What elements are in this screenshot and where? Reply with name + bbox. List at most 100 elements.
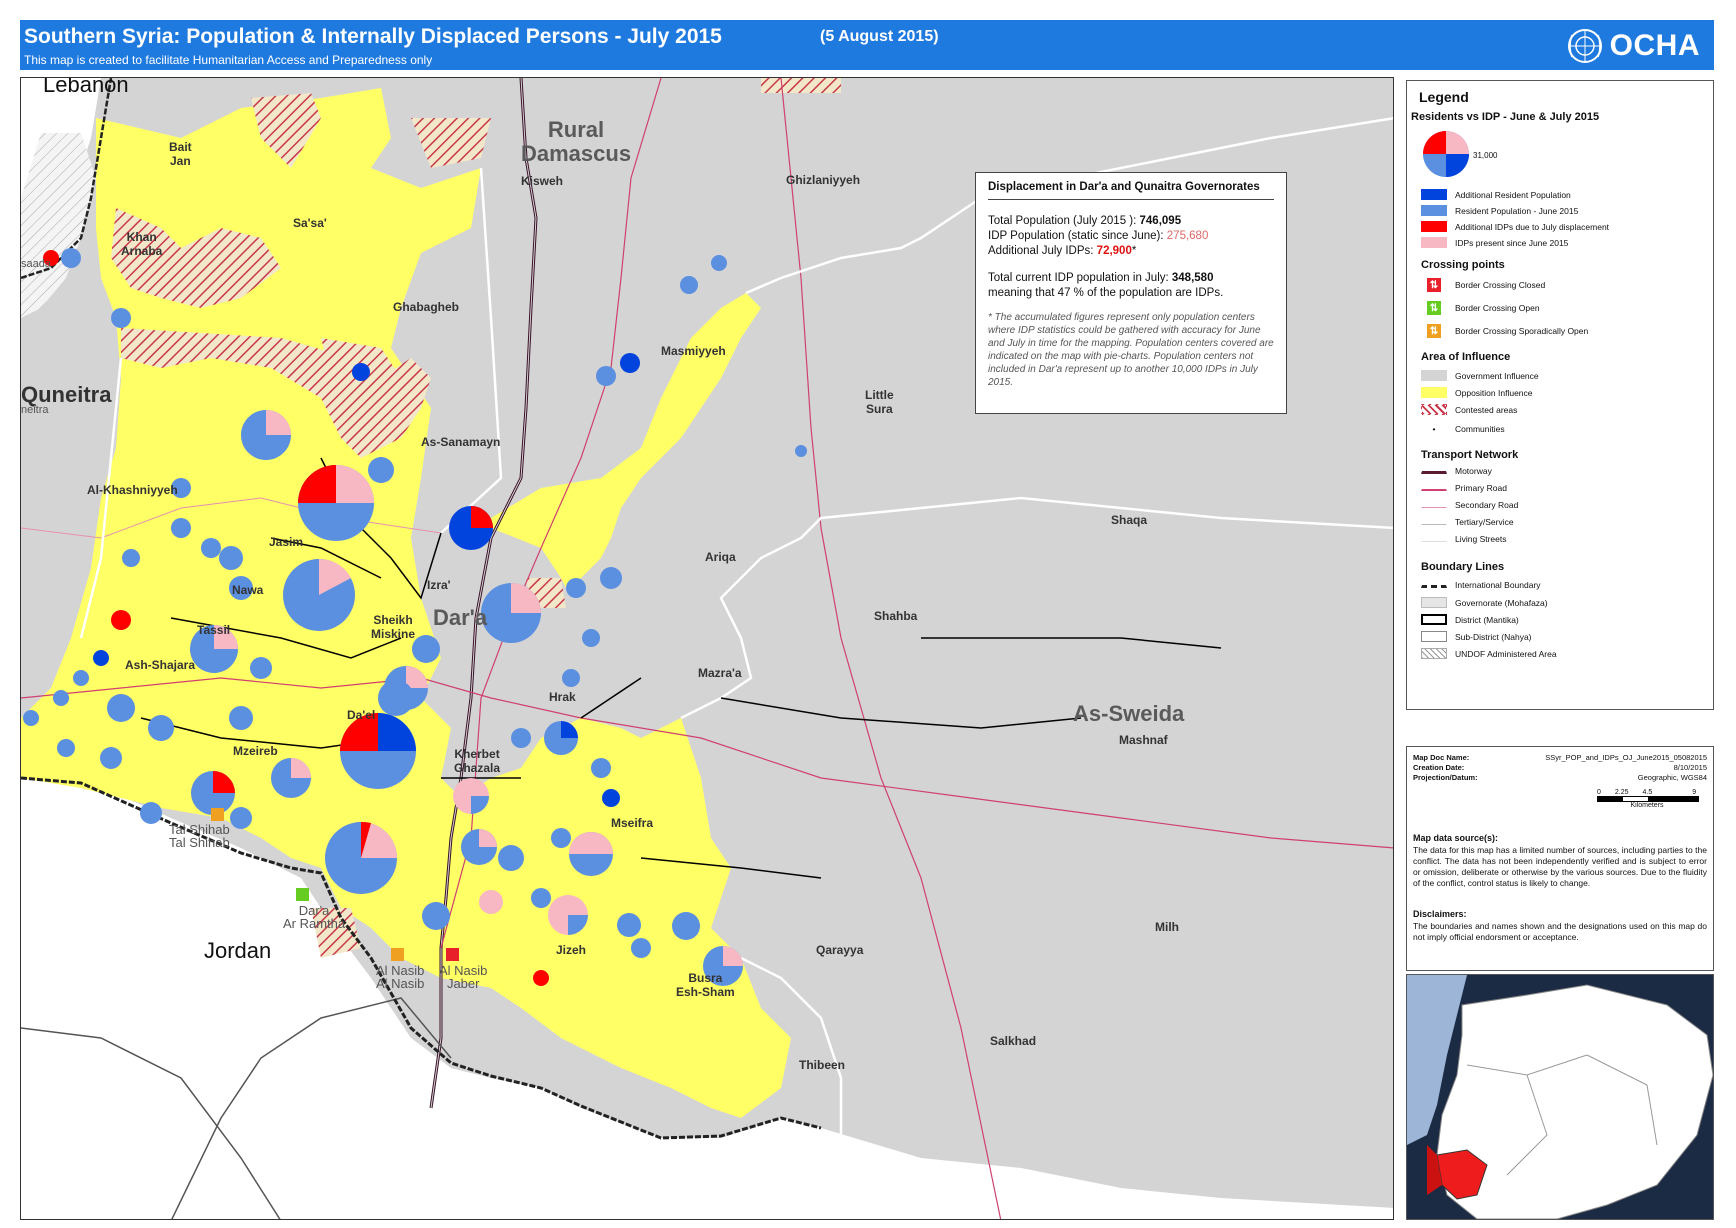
pie-small-21 <box>23 710 39 726</box>
edge-label-neitra: neitra <box>21 404 49 416</box>
district-label: Sa'sa' <box>293 216 327 230</box>
primary-road-1 <box>440 78 662 949</box>
map-metadata: Map Doc Name: SSyr_POP_and_IDPs_OJ_June20… <box>1413 753 1707 783</box>
title-bar: Southern Syria: Population & Internally … <box>20 20 1714 70</box>
crossing-closed-icon: ⇅ <box>1427 278 1441 292</box>
international-boundary-lebanon <box>21 78 113 280</box>
legend-pie-item: Additional Resident Population <box>1421 189 1571 200</box>
district-label: Izra' <box>427 578 451 592</box>
gov-boundary-4 <box>745 117 1393 295</box>
legend-crossing-closed: ⇅ Border Crossing Closed <box>1421 278 1545 292</box>
legend-transport-title: Transport Network <box>1421 449 1519 461</box>
crossing-label-al-nasib: Al Nasib Al Nasib <box>376 963 425 991</box>
legend-pie-item: IDPs present since June 2015 <box>1421 237 1568 248</box>
district-label: Salkhad <box>990 1034 1037 1048</box>
pie-small-23 <box>140 802 162 824</box>
district-label: Ghabagheb <box>393 300 460 314</box>
legend-area-gov: Government Influence <box>1421 370 1539 381</box>
idp-population-row: IDP Population (static since June): 275,… <box>988 229 1274 244</box>
pie-masmiyyeh <box>620 353 640 373</box>
crossing-nasib-jaber-icon <box>446 948 459 961</box>
pie-small-4 <box>672 912 700 940</box>
pie-um-almayathen <box>378 680 414 716</box>
gov-label-quneitra: Quneitra <box>21 382 112 407</box>
pie-small-1 <box>711 255 727 271</box>
gov-boundary-5 <box>79 357 123 639</box>
district-boundaries <box>140 457 1222 879</box>
inset-svg <box>1407 975 1713 1219</box>
district-label: Thibeen <box>799 1058 846 1072</box>
disclaimer-title: Disclaimers: <box>1413 909 1467 919</box>
un-emblem-icon <box>1567 29 1602 63</box>
map-base <box>21 78 1393 1219</box>
pie-small-41 <box>551 828 571 848</box>
pie-small-35 <box>591 758 611 778</box>
pie-jizeh-res <box>568 915 588 935</box>
pie-mahajja-idp <box>471 506 493 528</box>
district-label: Nawa <box>232 583 264 597</box>
district-label: Al-Khashniyyeh <box>87 483 178 497</box>
district-label: Khan Arnaba <box>121 230 163 258</box>
pie-shaqra <box>596 366 616 386</box>
legend-pie-item: Resident Population - June 2015 <box>1421 205 1578 216</box>
legend-panel: Legend Residents vs IDP - June & July 20… <box>1406 80 1714 710</box>
crossing-open-icon: ⇅ <box>1427 301 1441 315</box>
idp-population-value: 275,680 <box>1166 230 1209 242</box>
meta-row: Map Doc Name: SSyr_POP_and_IDPs_OJ_June20… <box>1413 753 1707 762</box>
map-title: Southern Syria: Population & Internally … <box>24 25 722 48</box>
map-info-panel: Map Doc Name: SSyr_POP_and_IDPs_OJ_June20… <box>1406 746 1714 971</box>
pie-small-28 <box>219 546 243 570</box>
crossing-sporadic-icon: ⇅ <box>1427 324 1441 338</box>
legend-pie-value: 31,000 <box>1473 151 1498 160</box>
pie-small-30 <box>230 807 252 829</box>
legend-transport-item: Tertiary/Service <box>1421 517 1514 527</box>
pie-small-7 <box>479 890 503 914</box>
total-population-row: Total Population (July 2015 ): 746,095 <box>988 214 1274 229</box>
pie-kanaker <box>352 363 370 381</box>
legend-pie-item: Additional IDPs due to July displacement <box>1421 221 1609 232</box>
legend-transport-item: Motorway <box>1421 466 1492 476</box>
pie-jasim-idp <box>336 465 374 503</box>
pie-busra-idp <box>723 946 743 966</box>
district-label: Kisweh <box>521 174 564 188</box>
legend-subtitle: Residents vs IDP - June & July 2015 <box>1411 111 1600 123</box>
international-boundary-jordan <box>21 776 822 1140</box>
pie-hrak-add <box>561 721 578 738</box>
pie-small-40 <box>531 888 551 908</box>
scale-bar: 0 2.25 4.5 9 Kilometers <box>1597 789 1699 809</box>
contested-area-2 <box>251 93 321 168</box>
pie-small-5 <box>617 913 641 937</box>
pie-small-38 <box>533 970 549 986</box>
pie-small-32 <box>566 578 586 598</box>
legend-area-opp: Opposition Influence <box>1421 387 1533 398</box>
pie-sheikh-miskine-idp <box>406 666 428 688</box>
legend-boundary-item: Sub-District (Nahya) <box>1421 631 1532 642</box>
gov-boundary-1 <box>440 167 503 534</box>
pie-dael-add-res <box>378 713 416 751</box>
pie-small-13 <box>229 706 253 730</box>
gov-boundary-3 <box>740 956 843 1219</box>
pie-small-9 <box>111 610 131 630</box>
legend-area-title: Area of Influence <box>1421 351 1511 363</box>
legend-boundary-item: District (Mantika) <box>1421 614 1519 625</box>
district-label: Ash-Shajara <box>125 658 196 672</box>
pie-mseifra-idp <box>591 832 613 854</box>
opposition-area-east <box>491 293 761 618</box>
pie-small-14 <box>171 478 191 498</box>
pie-small-16 <box>201 538 221 558</box>
pie-izra-idp <box>511 583 541 613</box>
map-canvas[interactable]: Lebanon Jordan Rural Damascus Quneitra D… <box>20 77 1394 1220</box>
jordan-road-2 <box>21 1027 281 1219</box>
jordan-area <box>21 778 1393 1219</box>
gov-label-rural-damascus: Rural Damascus <box>521 117 632 166</box>
pie-dael-add-idp <box>340 713 378 751</box>
crossing-label-nasib-jaber: Al Nasib Jaber <box>439 963 488 991</box>
district-label: Mzeireb <box>233 744 278 758</box>
meta-row: Creation Date: 8/10/2015 <box>1413 763 1707 772</box>
inset-locator-map <box>1406 974 1714 1220</box>
gov-label-daraa: Dar'a <box>433 605 488 630</box>
pie-daraa-south-idp <box>361 822 397 858</box>
pie-small-12 <box>107 694 135 722</box>
total-current-row: Total current IDP population in July: 34… <box>988 271 1274 286</box>
gov-label-as-sweida: As-Sweida <box>1073 701 1185 726</box>
